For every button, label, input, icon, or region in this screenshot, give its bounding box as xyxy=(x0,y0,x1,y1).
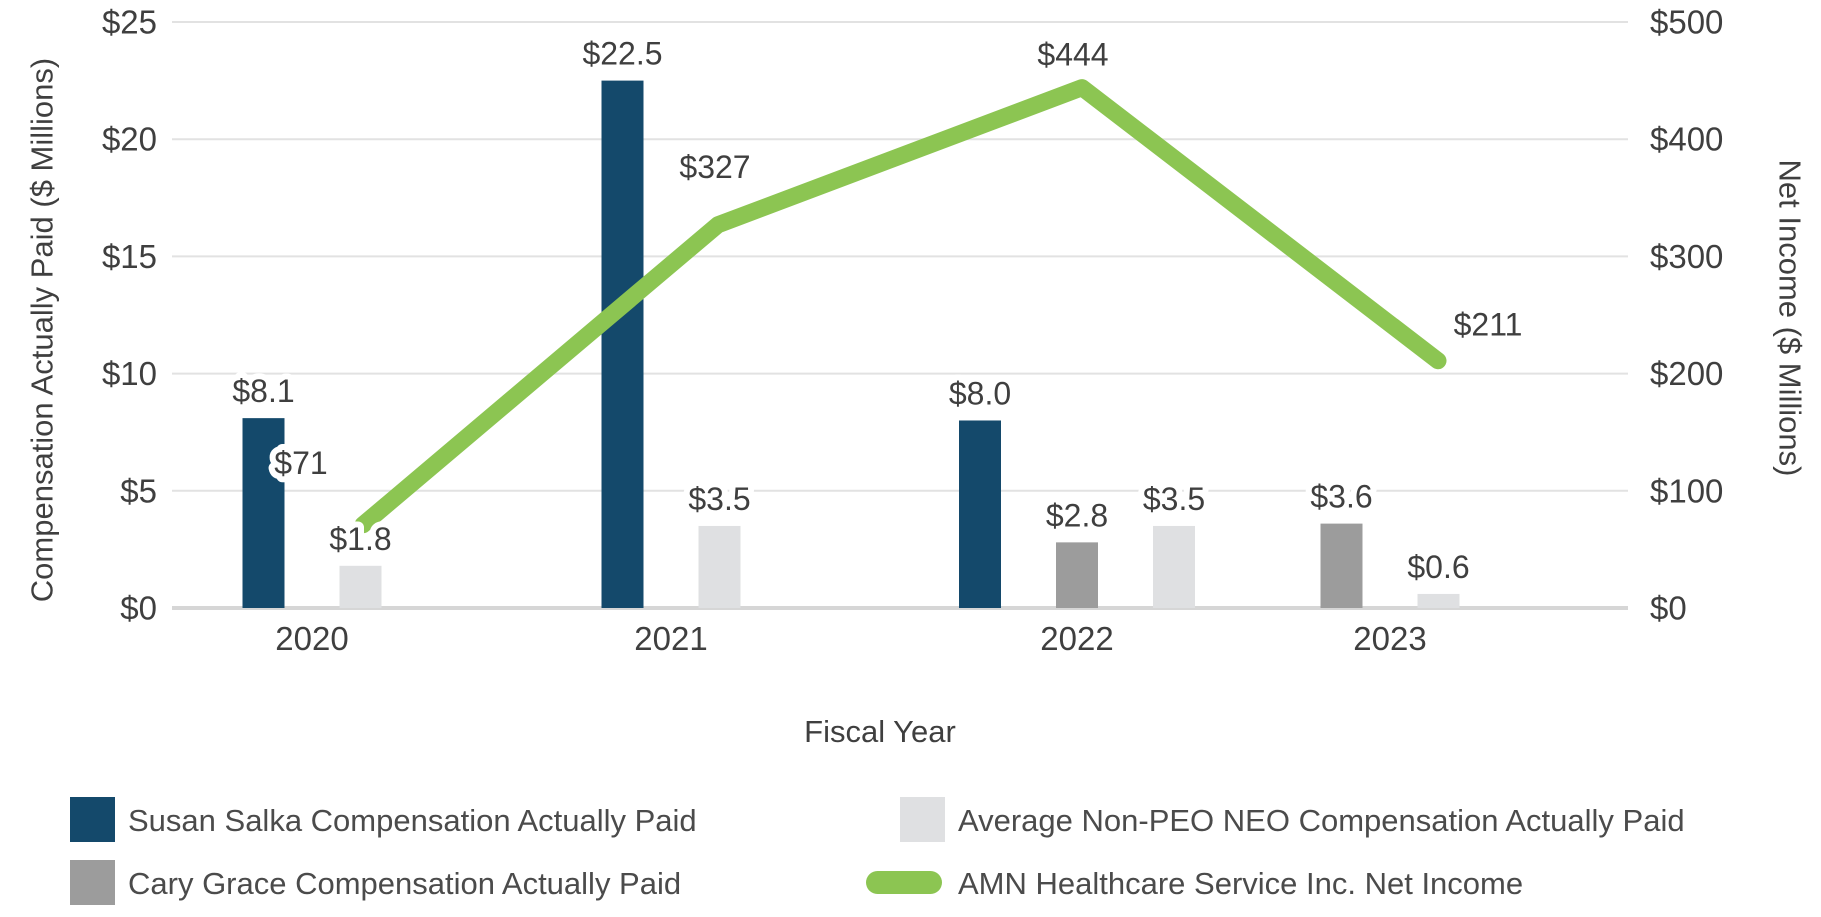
bar-value-label: $8.0 xyxy=(949,375,1011,411)
x-axis-tick: 2021 xyxy=(634,620,707,657)
right-axis-tick: $500 xyxy=(1650,4,1723,41)
legend: Susan Salka Compensation Actually Paid C… xyxy=(70,797,1685,905)
right-axis-tick: $300 xyxy=(1650,238,1723,275)
bar xyxy=(339,565,382,608)
right-axis-tick: $200 xyxy=(1650,355,1723,392)
right-axis-tick: $100 xyxy=(1650,472,1723,509)
line-value-label: $71 xyxy=(274,445,327,481)
legend-item-amn-net-income: AMN Healthcare Service Inc. Net Income xyxy=(866,866,1523,901)
x-axis-ticks: 2020 2021 2022 2023 xyxy=(275,620,1426,657)
legend-item-avg-non-peo-neo: Average Non-PEO NEO Compensation Actuall… xyxy=(900,797,1685,842)
x-axis-title: Fiscal Year xyxy=(804,714,956,749)
bar-value-label: $2.8 xyxy=(1046,497,1108,533)
bar-value-label: $1.8 xyxy=(329,521,391,557)
data-labels: $8.1 $1.8 $22.5 $3.5 $8.0 $2.8 $3.5 $3.6 $0.6 $71… xyxy=(226,30,1528,591)
legend-label-avg-non-peo-neo: Average Non-PEO NEO Compensation Actuall… xyxy=(958,803,1685,838)
legend-item-susan-salka: Susan Salka Compensation Actually Paid xyxy=(70,797,697,842)
x-axis-tick: 2022 xyxy=(1040,620,1113,657)
right-axis-title: Net Income ($ Millions) xyxy=(1773,160,1808,477)
bar-value-label: $8.1 xyxy=(232,373,294,409)
left-axis-tick: $0 xyxy=(120,590,157,627)
right-axis-tick: $0 xyxy=(1650,590,1687,627)
left-axis-tick: $15 xyxy=(102,238,157,275)
legend-item-cary-grace: Cary Grace Compensation Actually Paid xyxy=(70,860,681,905)
bar xyxy=(242,418,285,608)
left-axis-title: Compensation Actually Paid ($ Millions) xyxy=(25,58,60,602)
bar xyxy=(601,80,644,609)
bar xyxy=(1153,525,1195,608)
legend-label-amn-net-income: AMN Healthcare Service Inc. Net Income xyxy=(958,866,1523,901)
line-value-label: $211 xyxy=(1454,307,1523,343)
left-axis-tick: $10 xyxy=(102,355,157,392)
bar-value-label: $3.5 xyxy=(1143,481,1205,517)
right-axis-ticks: $500 $400 $300 $200 $100 $0 xyxy=(1650,4,1723,627)
net-income-line-group xyxy=(354,79,1447,534)
bar-value-label: $22.5 xyxy=(582,36,662,72)
bar-value-label: $3.5 xyxy=(688,481,750,517)
x-axis-tick: 2023 xyxy=(1353,620,1426,657)
legend-swatch-avg-non-peo-neo xyxy=(900,797,945,842)
left-axis-tick: $5 xyxy=(120,472,157,509)
net-income-line xyxy=(354,79,1447,534)
legend-swatch-cary-grace xyxy=(70,860,115,905)
line-value-label: $327 xyxy=(679,149,750,185)
legend-label-cary-grace: Cary Grace Compensation Actually Paid xyxy=(128,866,681,901)
legend-label-susan-salka: Susan Salka Compensation Actually Paid xyxy=(128,803,697,838)
right-axis-tick: $400 xyxy=(1650,121,1723,158)
bar-value-label: $3.6 xyxy=(1310,479,1372,515)
left-axis-ticks: $25 $20 $15 $10 $5 $0 xyxy=(102,4,157,627)
bar xyxy=(1320,523,1363,608)
bar xyxy=(1056,542,1098,608)
bar xyxy=(959,420,1001,608)
left-axis-tick: $20 xyxy=(102,121,157,158)
bar-value-label: $0.6 xyxy=(1407,549,1469,585)
line-value-label: $444 xyxy=(1037,37,1108,73)
legend-swatch-susan-salka xyxy=(70,797,115,842)
x-axis-tick: 2020 xyxy=(275,620,348,657)
bar xyxy=(1417,593,1460,608)
left-axis-tick: $25 xyxy=(102,4,157,41)
bar xyxy=(698,525,741,608)
bar-series-group xyxy=(242,80,1460,609)
legend-swatch-amn-net-income xyxy=(866,871,942,894)
